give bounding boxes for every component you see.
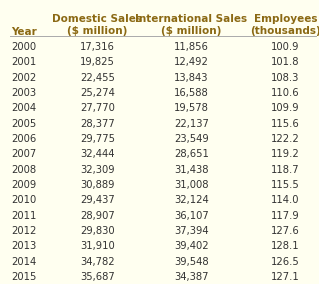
Text: 32,124: 32,124 [174, 195, 209, 205]
Text: 2004: 2004 [11, 103, 36, 113]
Text: 28,907: 28,907 [80, 211, 115, 221]
Text: 114.0: 114.0 [271, 195, 300, 205]
Text: 2012: 2012 [11, 226, 37, 236]
Text: 128.1: 128.1 [271, 241, 300, 251]
Text: 2013: 2013 [11, 241, 36, 251]
Text: 2006: 2006 [11, 134, 36, 144]
Text: International Sales
($ million): International Sales ($ million) [135, 14, 248, 36]
Text: 22,137: 22,137 [174, 119, 209, 129]
Text: 108.3: 108.3 [271, 73, 300, 83]
Text: 127.1: 127.1 [271, 272, 300, 282]
Text: 2008: 2008 [11, 165, 36, 175]
Text: 13,843: 13,843 [174, 73, 209, 83]
Text: 34,782: 34,782 [80, 257, 115, 267]
Text: Employees
(thousands): Employees (thousands) [250, 14, 319, 36]
Text: 2003: 2003 [11, 88, 36, 98]
Text: 19,578: 19,578 [174, 103, 209, 113]
Text: 30,889: 30,889 [80, 180, 115, 190]
Text: 28,377: 28,377 [80, 119, 115, 129]
Text: 28,651: 28,651 [174, 149, 209, 159]
Text: 122.2: 122.2 [271, 134, 300, 144]
Text: 29,437: 29,437 [80, 195, 115, 205]
Text: 36,107: 36,107 [174, 211, 209, 221]
Text: 31,008: 31,008 [174, 180, 209, 190]
Text: 2002: 2002 [11, 73, 36, 83]
Text: 2009: 2009 [11, 180, 36, 190]
Text: 126.5: 126.5 [271, 257, 300, 267]
Text: 117.9: 117.9 [271, 211, 300, 221]
Text: 23,549: 23,549 [174, 134, 209, 144]
Text: 39,548: 39,548 [174, 257, 209, 267]
Text: 31,910: 31,910 [80, 241, 115, 251]
Text: 25,274: 25,274 [80, 88, 115, 98]
Text: 100.9: 100.9 [271, 42, 300, 52]
Text: 2007: 2007 [11, 149, 36, 159]
Text: 2000: 2000 [11, 42, 36, 52]
Text: 27,770: 27,770 [80, 103, 115, 113]
Text: 37,394: 37,394 [174, 226, 209, 236]
Text: 34,387: 34,387 [174, 272, 209, 282]
Text: 119.2: 119.2 [271, 149, 300, 159]
Text: 2005: 2005 [11, 119, 36, 129]
Text: 2011: 2011 [11, 211, 37, 221]
Text: 110.6: 110.6 [271, 88, 300, 98]
Text: 2010: 2010 [11, 195, 36, 205]
Text: 31,438: 31,438 [174, 165, 209, 175]
Text: 32,444: 32,444 [80, 149, 115, 159]
Text: 29,775: 29,775 [80, 134, 115, 144]
Text: 115.5: 115.5 [271, 180, 300, 190]
Text: 127.6: 127.6 [271, 226, 300, 236]
Text: 35,687: 35,687 [80, 272, 115, 282]
Text: 32,309: 32,309 [80, 165, 115, 175]
Text: 2001: 2001 [11, 57, 36, 67]
Text: Year: Year [11, 27, 37, 37]
Text: 19,825: 19,825 [80, 57, 115, 67]
Text: 16,588: 16,588 [174, 88, 209, 98]
Text: 17,316: 17,316 [80, 42, 115, 52]
Text: Domestic Sales
($ million): Domestic Sales ($ million) [52, 14, 142, 36]
Text: 11,856: 11,856 [174, 42, 209, 52]
Text: 118.7: 118.7 [271, 165, 300, 175]
Text: 2014: 2014 [11, 257, 36, 267]
Text: 109.9: 109.9 [271, 103, 300, 113]
Text: 2015: 2015 [11, 272, 37, 282]
Text: 22,455: 22,455 [80, 73, 115, 83]
Text: 39,402: 39,402 [174, 241, 209, 251]
Text: 101.8: 101.8 [271, 57, 300, 67]
Text: 12,492: 12,492 [174, 57, 209, 67]
Text: 115.6: 115.6 [271, 119, 300, 129]
Text: 29,830: 29,830 [80, 226, 115, 236]
